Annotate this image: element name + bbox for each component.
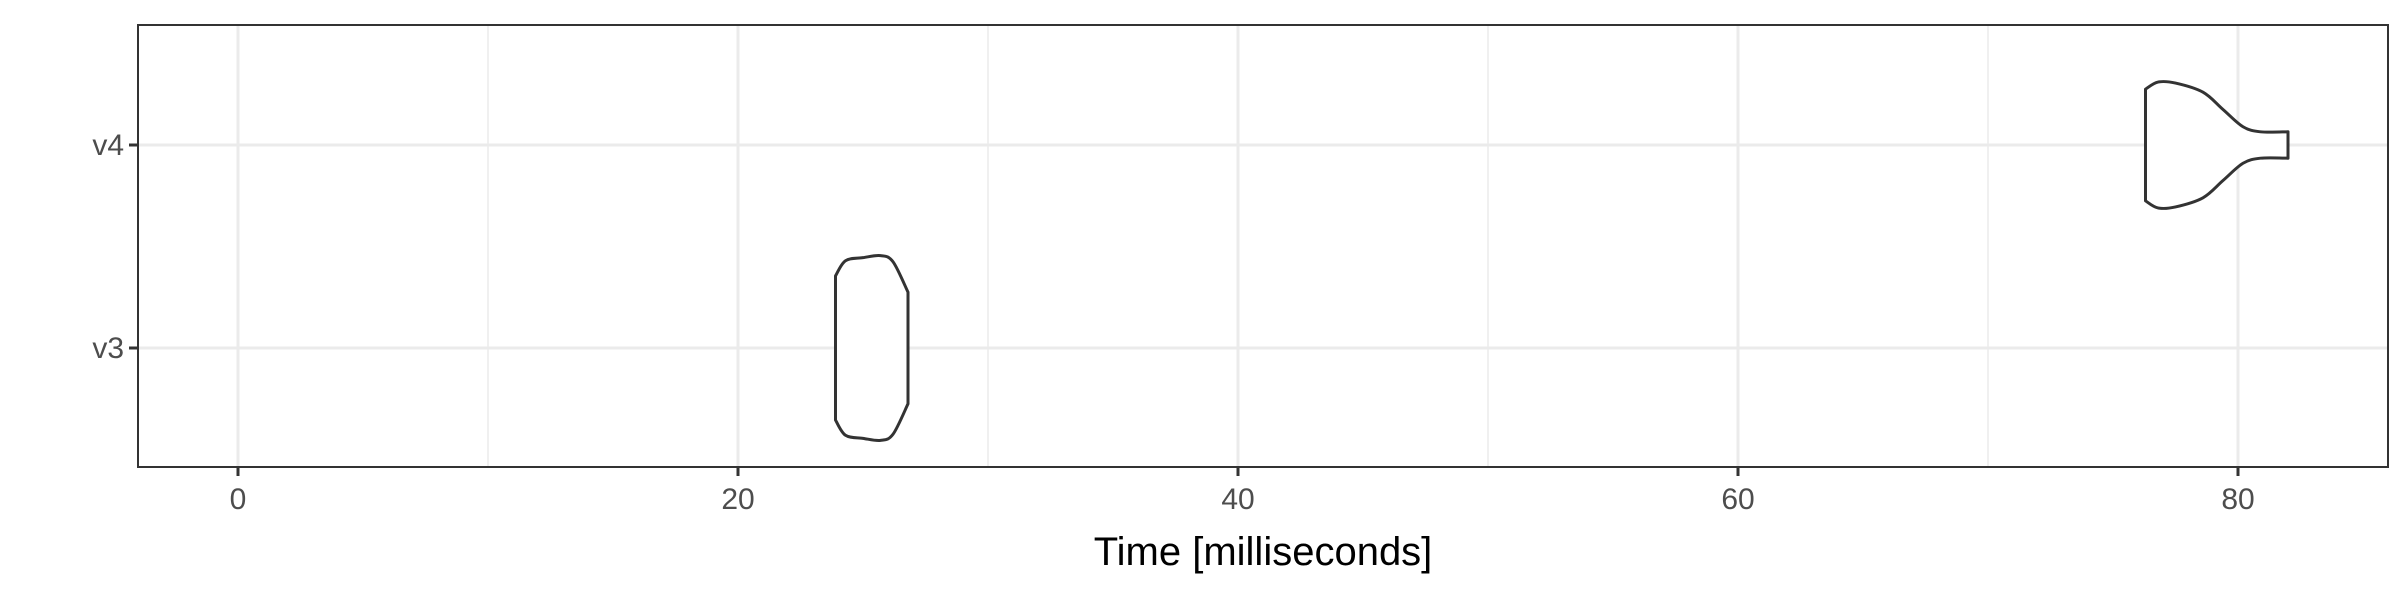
x-axis-title: Time [milliseconds] (1094, 530, 1433, 574)
y-tick-label-v3: v3 (92, 332, 124, 365)
x-tick-label: 60 (1721, 483, 1754, 516)
panel-border (137, 24, 2389, 468)
violin-v4 (2144, 79, 2290, 211)
x-tick-label: 20 (721, 483, 754, 516)
axis-layer: 0 20 40 60 80 v3 v4 (92, 129, 2254, 516)
violin-layer (834, 79, 2290, 443)
x-tick-label: 40 (1221, 483, 1254, 516)
x-tick-label: 0 (230, 483, 247, 516)
violin-v3 (834, 253, 910, 443)
y-tick-label-v4: v4 (92, 129, 124, 162)
x-tick-label: 80 (2221, 483, 2254, 516)
grid-layer (138, 25, 2388, 467)
